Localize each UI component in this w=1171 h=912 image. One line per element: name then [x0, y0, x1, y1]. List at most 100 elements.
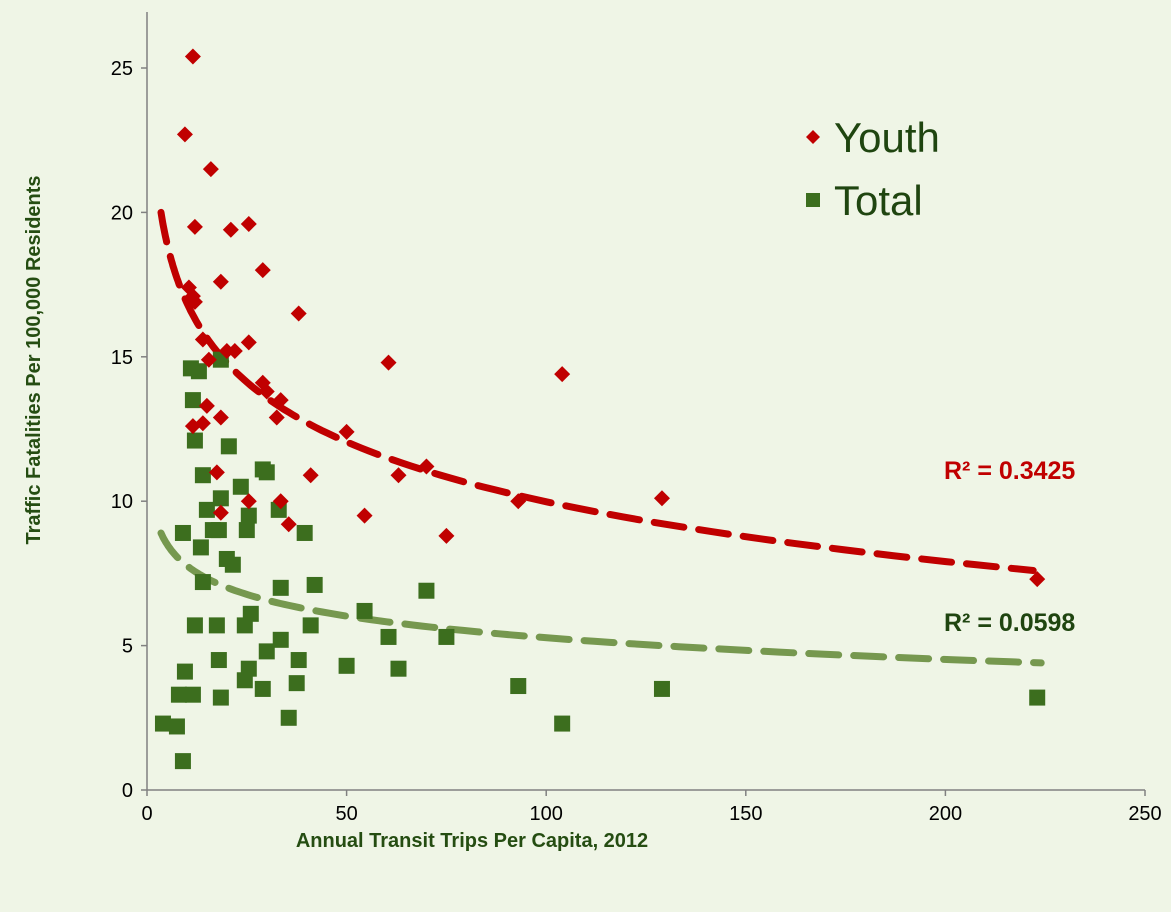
youth-data-point — [390, 467, 407, 484]
youth-data-point — [222, 221, 239, 238]
total-data-point — [380, 628, 397, 645]
total-data-point — [184, 392, 201, 409]
total-data-point — [232, 478, 249, 495]
total-data-point — [418, 582, 435, 599]
youth-data-point — [290, 305, 307, 322]
x-axis-title: Annual Transit Trips Per Capita, 2012 — [296, 830, 648, 852]
total-data-point — [288, 675, 305, 692]
y-tick-label: 15 — [111, 347, 133, 369]
total-data-point — [210, 652, 227, 669]
total-data-point — [240, 507, 257, 524]
youth-data-point — [268, 409, 285, 426]
youth-data-point — [194, 331, 211, 348]
axes — [146, 12, 1145, 791]
total-data-point — [258, 643, 275, 660]
youth-data-point — [272, 392, 289, 409]
legend-youth-marker — [806, 130, 820, 144]
total-r-squared-label: R² = 0.0598 — [944, 609, 1075, 637]
youth-data-point — [1029, 571, 1046, 588]
legend-total-label: Total — [834, 177, 923, 224]
total-data-point — [280, 709, 297, 726]
youth-data-point — [418, 458, 435, 475]
total-data-point — [390, 660, 407, 677]
total-data-point — [224, 556, 241, 573]
total-data-point — [302, 617, 319, 634]
total-data-point — [258, 464, 275, 481]
total-data-point — [194, 574, 211, 591]
youth-data-point — [212, 273, 229, 290]
total-data-point — [176, 663, 193, 680]
youth-data-point — [186, 293, 203, 310]
x-tick-label: 0 — [141, 803, 152, 825]
trendlines — [157, 208, 1045, 667]
youth-data-point — [240, 334, 257, 351]
total-data-point — [174, 524, 191, 541]
y-ticks: 0 5 10 15 20 25 — [111, 58, 147, 802]
x-tick-label: 100 — [530, 803, 563, 825]
youth-data-point — [438, 527, 455, 544]
total-data-point — [186, 617, 203, 634]
total-data-point — [186, 432, 203, 449]
youth-data-point — [202, 161, 219, 178]
youth-data-point — [653, 490, 670, 507]
youth-data-point — [258, 383, 275, 400]
total-data-point — [272, 631, 289, 648]
total-data-point — [192, 539, 209, 556]
x-tick-label: 150 — [729, 803, 762, 825]
total-data-point — [170, 686, 187, 703]
youth-data-point — [198, 397, 215, 414]
youth-data-point — [212, 504, 229, 521]
total-trendline — [157, 529, 1045, 667]
total-data-point — [168, 718, 185, 735]
total-data-point — [212, 689, 229, 706]
total-data-point — [338, 657, 355, 674]
youth-data-point — [176, 126, 193, 143]
legend: Youth Total — [806, 114, 940, 224]
y-tick-label: 25 — [111, 58, 133, 80]
y-tick-label: 20 — [111, 202, 133, 224]
total-data-point — [208, 617, 225, 634]
total-data-point — [190, 363, 207, 380]
total-data-point — [198, 501, 215, 518]
total-data-point — [296, 524, 313, 541]
total-data-point — [306, 576, 323, 593]
data-points — [154, 48, 1046, 770]
x-tick-label: 50 — [335, 803, 357, 825]
youth-data-point — [226, 343, 243, 360]
youth-data-point — [240, 215, 257, 232]
youth-data-point — [184, 418, 201, 435]
total-data-point — [653, 680, 670, 697]
legend-youth-label: Youth — [834, 114, 940, 161]
total-data-point — [238, 522, 255, 539]
total-data-point — [236, 617, 253, 634]
youth-data-point — [272, 493, 289, 510]
total-data-point — [254, 680, 271, 697]
x-tick-label: 200 — [929, 803, 962, 825]
youth-trendline — [157, 208, 1037, 574]
total-data-point — [290, 652, 307, 669]
total-data-point — [356, 602, 373, 619]
youth-data-point — [184, 48, 201, 65]
y-axis-title: Traffic Fatalities Per 100,000 Residents — [23, 175, 45, 544]
total-data-point — [554, 715, 571, 732]
youth-data-point — [510, 493, 527, 510]
youth-data-point — [208, 464, 225, 481]
youth-data-point — [380, 354, 397, 371]
total-data-point — [220, 438, 237, 455]
x-tick-label: 250 — [1128, 803, 1161, 825]
youth-data-point — [254, 262, 271, 279]
youth-data-point — [280, 516, 297, 533]
youth-data-point — [338, 423, 355, 440]
total-data-point — [1029, 689, 1046, 706]
total-data-point — [194, 467, 211, 484]
y-tick-label: 0 — [122, 780, 133, 802]
total-data-point — [212, 490, 229, 507]
youth-data-point — [200, 351, 217, 368]
total-data-point — [184, 686, 201, 703]
youth-data-point — [554, 366, 571, 383]
youth-data-point — [356, 507, 373, 524]
total-data-point — [154, 715, 171, 732]
youth-r-squared-label: R² = 0.3425 — [944, 457, 1075, 485]
youth-data-point — [240, 493, 257, 510]
